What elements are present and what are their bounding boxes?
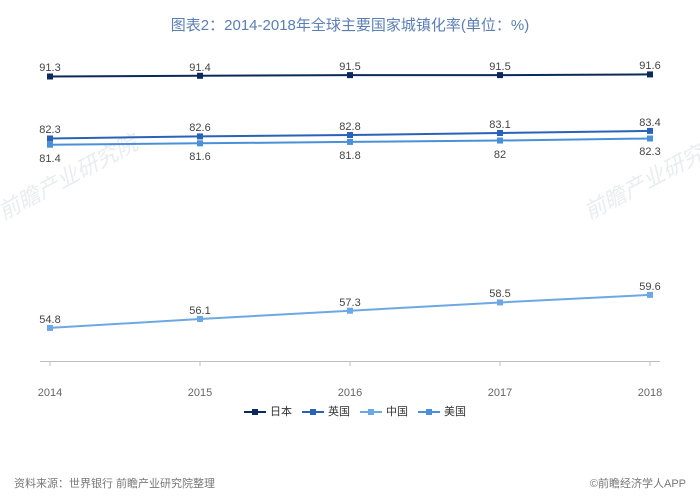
legend-label: 日本 [270, 406, 292, 418]
x-axis-label: 2014 [38, 387, 62, 399]
data-label: 91.5 [489, 61, 510, 73]
legend-label: 中国 [386, 406, 408, 418]
data-label: 91.4 [189, 62, 210, 74]
data-label: 81.8 [339, 150, 360, 162]
data-label: 82 [494, 149, 506, 161]
data-label: 82.3 [639, 146, 660, 158]
x-axis-label: 2018 [638, 387, 662, 399]
data-label: 57.3 [339, 297, 360, 309]
data-label: 54.8 [39, 314, 60, 326]
data-label: 91.5 [339, 61, 360, 73]
data-label: 83.1 [489, 119, 510, 131]
copyright-text: ©前瞻经济学人APP [590, 475, 686, 491]
legend: 日本 英国 中国 美国 [30, 403, 670, 419]
data-label: 58.5 [489, 288, 510, 300]
chart-svg [30, 41, 670, 421]
data-label: 91.6 [639, 60, 660, 72]
x-axis-label: 2017 [488, 387, 512, 399]
chart-area: 2014 2015 2016 2017 2018 91.3 91.4 91.5 91.5 91.6… [30, 41, 670, 421]
data-label: 83.4 [639, 117, 660, 129]
legend-label: 美国 [444, 406, 466, 418]
data-label: 82.3 [39, 124, 60, 136]
data-label: 59.6 [639, 281, 660, 293]
data-label: 82.6 [189, 122, 210, 134]
legend-label: 英国 [328, 406, 350, 418]
x-axis-label: 2016 [338, 387, 362, 399]
data-label: 81.4 [39, 153, 60, 165]
chart-title: 图表2：2014-2018年全球主要国家城镇化率(单位：%) [0, 0, 700, 41]
data-label: 56.1 [189, 305, 210, 317]
data-label: 91.3 [39, 62, 60, 74]
data-label: 82.8 [339, 121, 360, 133]
data-label: 81.6 [189, 151, 210, 163]
source-text: 资料来源：世界银行 前瞻产业研究院整理 [14, 475, 215, 491]
x-axis-label: 2015 [188, 387, 212, 399]
